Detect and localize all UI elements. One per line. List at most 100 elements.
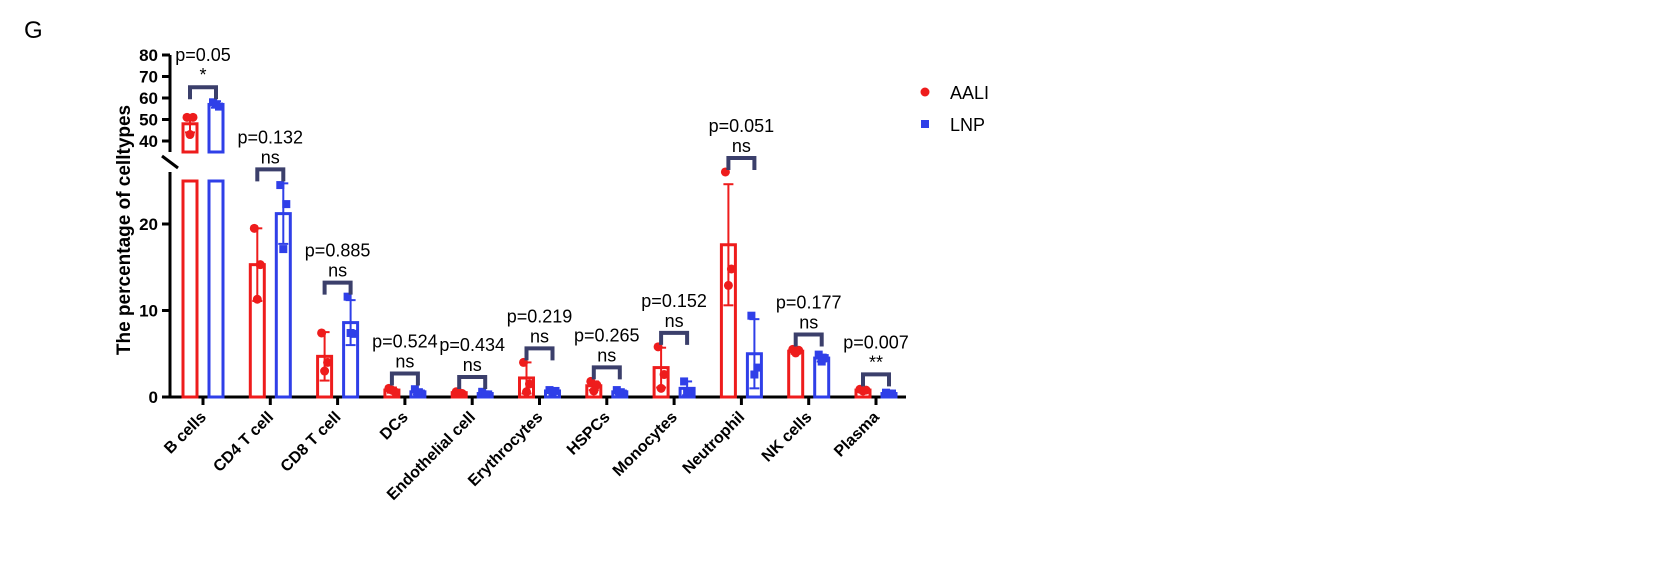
panel-label: G (24, 17, 43, 44)
data-point-LNP (276, 181, 285, 190)
significance-bracket (188, 85, 218, 100)
y-tick-label: 10 (139, 302, 158, 321)
significance-bracket (861, 372, 891, 387)
data-point-LNP (885, 389, 893, 398)
data-point-AALI (723, 280, 733, 290)
significance-bracket (255, 167, 286, 182)
axis-break-mark (161, 154, 179, 170)
significance-bracket (793, 332, 824, 347)
data-point-LNP (747, 311, 756, 320)
data-point-LNP (343, 292, 352, 301)
data-point-AALI (791, 348, 801, 358)
data-point-AALI (323, 357, 333, 367)
data-point-LNP (279, 245, 288, 254)
data-point-LNP (481, 390, 490, 399)
legend-marker-AALI (920, 87, 930, 97)
significance-bracket (389, 371, 420, 386)
data-point-AALI (589, 386, 599, 396)
data-point-LNP (413, 388, 422, 397)
data-point-AALI (252, 294, 262, 304)
y-tick-label: 60 (139, 89, 158, 108)
data-point-AALI (320, 366, 330, 376)
significance-label: ns (395, 351, 414, 371)
x-tick-label: CD8 T cell (278, 409, 345, 476)
data-point-AALI (317, 328, 327, 338)
significance-label: ns (597, 345, 616, 365)
p-value-label: p=0.524 (372, 331, 438, 351)
significance-label: * (199, 65, 206, 85)
legend-marker-LNP (921, 120, 929, 128)
significance-label: ns (732, 136, 751, 156)
p-value-label: p=0.05 (175, 45, 231, 65)
data-point-LNP (683, 387, 692, 396)
y-tick-label: 0 (149, 388, 158, 407)
data-point-LNP (548, 387, 557, 396)
p-value-label: p=0.885 (305, 241, 371, 261)
data-point-LNP (282, 200, 291, 209)
data-point-LNP (817, 357, 826, 366)
bar-LNP (207, 102, 225, 154)
p-value-label: p=0.051 (709, 116, 775, 136)
data-point-AALI (255, 260, 265, 270)
significance-bracket (457, 374, 488, 389)
x-tick-label: Monocytes (610, 409, 681, 480)
p-value-label: p=0.007 (843, 332, 909, 352)
x-tick-label: CD4 T cell (210, 409, 277, 476)
significance-label: ns (328, 261, 347, 281)
p-value-label: p=0.177 (776, 293, 842, 313)
data-point-LNP (346, 328, 355, 337)
significance-bracket (322, 280, 353, 295)
x-tick-label: DCs (377, 409, 412, 444)
y-axis-label: The percentage of celltypes (114, 105, 135, 355)
data-point-AALI (656, 383, 666, 393)
data-point-LNP (814, 350, 823, 359)
y-tick-label: 80 (139, 46, 158, 65)
significance-bracket (591, 365, 622, 380)
significance-label: ns (261, 147, 280, 167)
data-point-LNP (212, 100, 220, 109)
data-point-AALI (185, 130, 195, 140)
x-tick-label: Neutrophil (680, 409, 749, 478)
p-value-label: p=0.434 (439, 335, 505, 355)
x-tick-label: NK cells (759, 409, 816, 466)
significance-label: ns (665, 311, 684, 331)
legend-label: LNP (950, 115, 985, 135)
data-point-AALI (858, 386, 868, 396)
data-point-LNP (615, 388, 624, 397)
legend-label: AALI (950, 83, 989, 103)
p-value-label: p=0.219 (507, 306, 573, 326)
x-tick-label: B cells (161, 409, 210, 458)
y-tick-label: 50 (139, 111, 158, 130)
data-point-AALI (726, 264, 736, 274)
x-tick-label: HSPCs (564, 409, 614, 459)
significance-label: ns (463, 355, 482, 375)
data-point-AALI (387, 385, 397, 395)
data-point-AALI (659, 370, 669, 380)
data-point-LNP (680, 377, 689, 386)
x-tick-label: Plasma (831, 409, 883, 461)
significance-bracket (726, 155, 757, 170)
significance-label: ns (799, 313, 818, 333)
data-point-AALI (522, 387, 531, 397)
significance-label: ** (869, 352, 883, 372)
significance-label: ns (530, 326, 549, 346)
data-point-AALI (525, 379, 534, 389)
p-value-label: p=0.132 (238, 127, 304, 147)
y-tick-label: 40 (139, 132, 158, 151)
bar-AALI (787, 349, 805, 399)
data-point-LNP (750, 370, 759, 379)
bar-AALI (181, 179, 199, 399)
y-tick-label: 70 (139, 68, 158, 87)
p-value-label: p=0.265 (574, 325, 640, 345)
p-value-label: p=0.152 (641, 291, 707, 311)
data-point-AALI (249, 223, 259, 233)
bar-LNP (207, 179, 225, 399)
significance-bracket (659, 330, 690, 345)
y-tick-label: 20 (139, 215, 158, 234)
data-point-LNP (753, 363, 762, 372)
data-point-AALI (454, 388, 464, 398)
significance-bracket (524, 346, 555, 361)
data-point-AALI (188, 112, 198, 122)
